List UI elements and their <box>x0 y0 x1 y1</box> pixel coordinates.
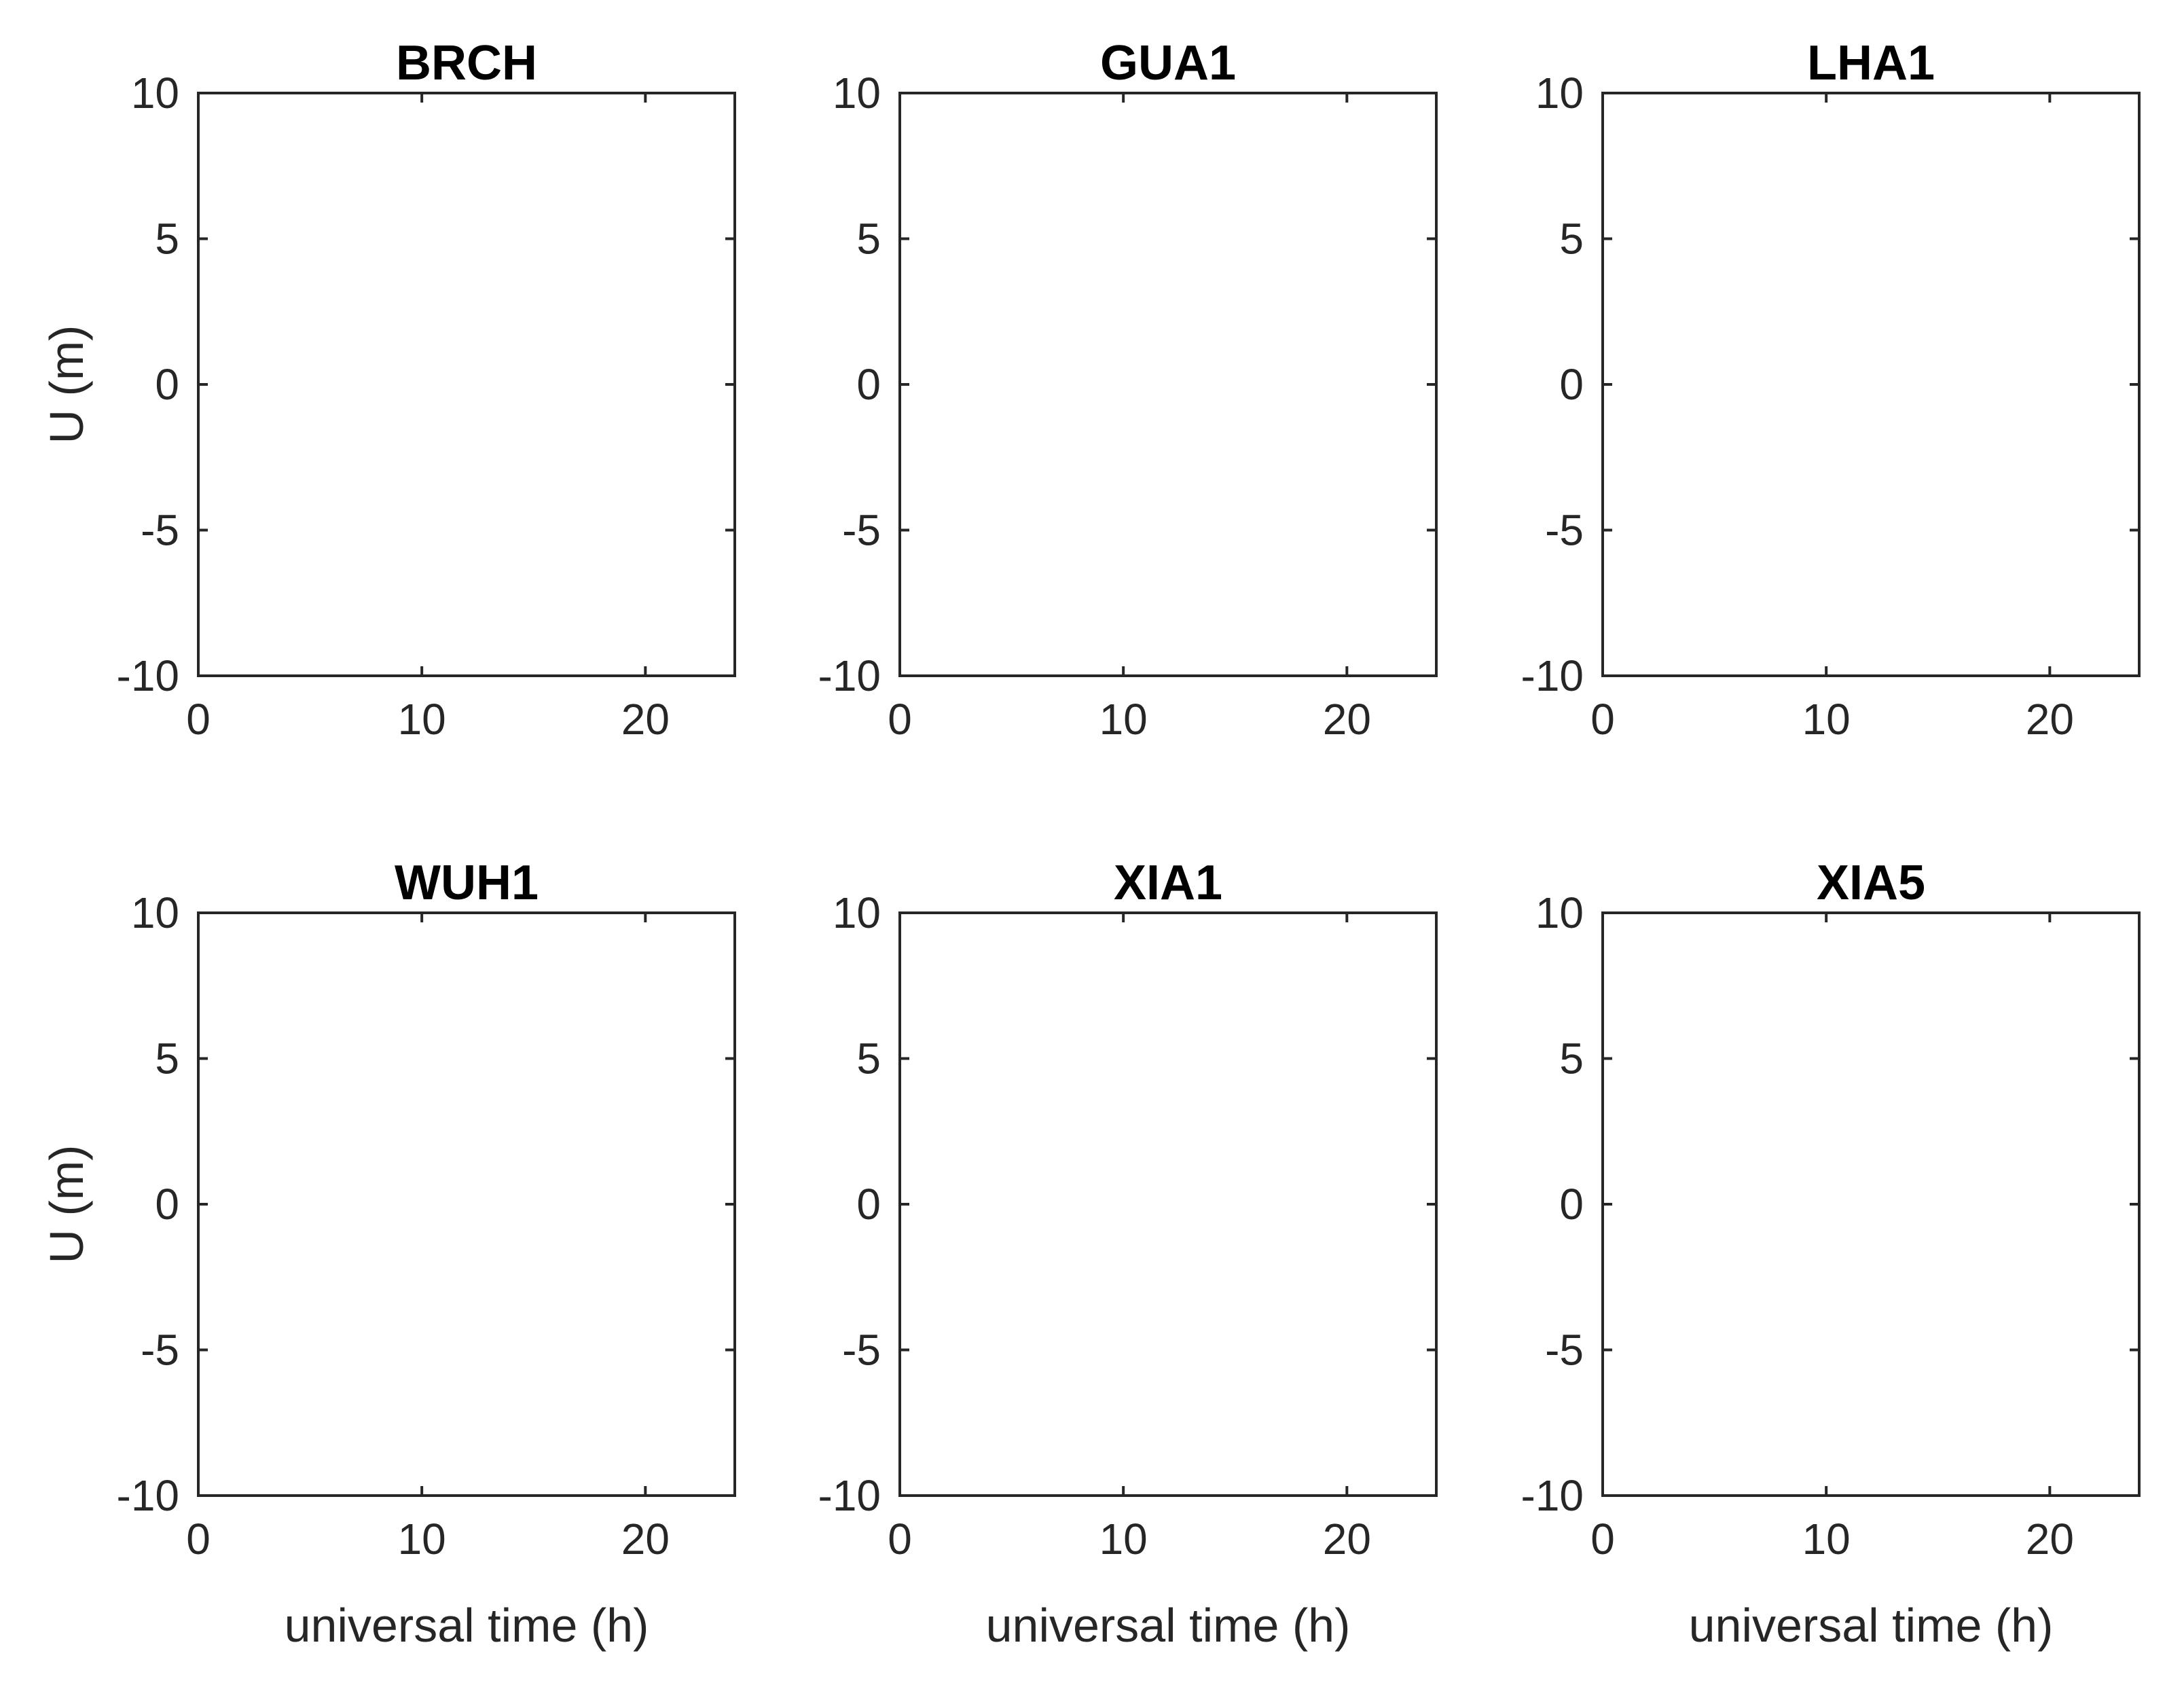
y-tick-label: -5 <box>1545 506 1584 555</box>
y-tick-label: -5 <box>842 506 881 555</box>
y-tick-label: 0 <box>856 360 881 409</box>
y-tick-label: -10 <box>818 651 881 700</box>
y-tick-label: -5 <box>141 506 179 555</box>
y-tick-label: 10 <box>1535 69 1584 118</box>
panel-gua1: 0 10 20 -10 -5 0 5 10 GUA1 <box>818 36 1438 744</box>
axes-frame <box>197 92 736 677</box>
panel-title: BRCH <box>396 36 537 90</box>
x-tick-label: 20 <box>621 695 670 744</box>
panel-title: GUA1 <box>1100 36 1236 90</box>
y-tick-label: -10 <box>117 651 180 700</box>
y-tick-label: 5 <box>856 215 881 264</box>
axes-frame <box>1601 92 2141 677</box>
y-tick-label: 5 <box>155 215 179 264</box>
x-tick-label: 0 <box>1590 695 1615 744</box>
y-tick-label: 5 <box>1559 215 1584 264</box>
y-tick-label: 10 <box>131 69 179 118</box>
x-tick-label: 0 <box>888 695 912 744</box>
y-tick-label: 10 <box>833 69 881 118</box>
x-tick-label: 10 <box>398 695 446 744</box>
panel-brch: 0 10 20 -10 -5 0 5 10 BRCH U (m) <box>40 36 736 744</box>
panel-title: LHA1 <box>1807 36 1935 90</box>
x-tick-label: 10 <box>1802 695 1851 744</box>
x-tick-label: 20 <box>2026 695 2074 744</box>
panel-lha1: 0 10 20 -10 -5 0 5 10 LHA1 <box>1521 36 2141 744</box>
y-tick-label: 0 <box>1559 360 1584 409</box>
x-tick-label: 0 <box>186 695 211 744</box>
x-tick-label: 20 <box>1323 695 1371 744</box>
y-tick-label: -10 <box>1521 651 1584 700</box>
y-tick-label: 0 <box>155 360 179 409</box>
y-axis-label: U (m) <box>40 325 93 444</box>
axes-frame <box>898 92 1438 677</box>
x-tick-label: 10 <box>1099 695 1148 744</box>
